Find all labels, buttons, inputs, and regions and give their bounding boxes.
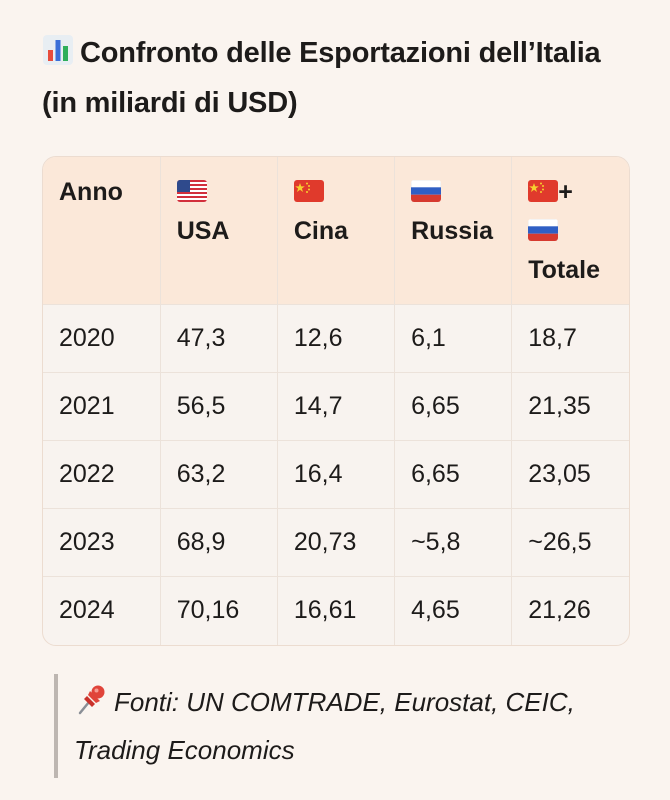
header-total: + Totale xyxy=(511,157,629,305)
sources-note: Fonti: UN COMTRADE, Eurostat, CEIC, Trad… xyxy=(54,673,614,778)
table-cell-china: 16,61 xyxy=(277,576,396,645)
china-flag-icon xyxy=(528,180,559,202)
sources-text: Fonti: UN COMTRADE, Eurostat, CEIC, Trad… xyxy=(74,686,575,765)
table-cell-usa: 63,2 xyxy=(160,440,278,509)
table-cell-usa: 70,16 xyxy=(160,576,278,645)
table-row: 2020 47,3 12,6 6,1 18,7 xyxy=(43,304,629,373)
bar-chart-icon xyxy=(43,35,73,65)
exports-table: Anno USA xyxy=(42,156,630,646)
pushpin-icon xyxy=(78,685,105,714)
plus-sign: + xyxy=(558,178,573,206)
table-cell-russia: 6,1 xyxy=(394,304,513,373)
header-year-label: Anno xyxy=(59,178,123,206)
china-flag-icon xyxy=(293,180,324,202)
page-title: Confronto delle Esportazioni dell’Italia… xyxy=(42,28,602,128)
header-total-label: Totale xyxy=(528,256,601,284)
header-china: Cina xyxy=(277,157,396,305)
russia-flag-icon xyxy=(528,219,559,241)
table-cell-total: 18,7 xyxy=(511,304,629,373)
table-cell-year: 2023 xyxy=(43,508,161,577)
header-russia: Russia xyxy=(394,157,513,305)
table-cell-year: 2024 xyxy=(43,576,161,645)
table-cell-total: 21,35 xyxy=(511,372,629,441)
table-cell-china: 12,6 xyxy=(277,304,396,373)
header-russia-label: Russia xyxy=(411,217,494,245)
header-usa: USA xyxy=(160,157,278,305)
table-cell-china: 14,7 xyxy=(277,372,396,441)
table-cell-china: 16,4 xyxy=(277,440,396,509)
table-cell-total: 23,05 xyxy=(511,440,629,509)
table-cell-china: 20,73 xyxy=(277,508,396,577)
header-usa-label: USA xyxy=(176,217,230,245)
table-header-row: Anno USA xyxy=(43,157,629,305)
table-cell-year: 2020 xyxy=(43,304,161,373)
header-year: Anno xyxy=(43,157,161,305)
us-flag-icon xyxy=(176,180,207,202)
table-cell-russia: 6,65 xyxy=(394,440,513,509)
table-cell-russia: 6,65 xyxy=(394,372,513,441)
table-cell-russia: ~5,8 xyxy=(394,508,513,577)
table-cell-year: 2021 xyxy=(43,372,161,441)
table-cell-year: 2022 xyxy=(43,440,161,509)
table-cell-usa: 47,3 xyxy=(160,304,278,373)
table-row: 2021 56,5 14,7 6,65 21,35 xyxy=(43,372,629,441)
header-china-label: Cina xyxy=(293,217,349,245)
page-title-text: Confronto delle Esportazioni dell’Italia… xyxy=(42,37,601,119)
table-row: 2022 63,2 16,4 6,65 23,05 xyxy=(43,440,629,509)
table-cell-usa: 56,5 xyxy=(160,372,278,441)
table-cell-russia: 4,65 xyxy=(394,576,513,645)
table-row: 2024 70,16 16,61 4,65 21,26 xyxy=(43,576,629,645)
table-cell-usa: 68,9 xyxy=(160,508,278,577)
table-cell-total: ~26,5 xyxy=(511,508,629,577)
russia-flag-icon xyxy=(411,180,442,202)
table-cell-total: 21,26 xyxy=(528,596,591,624)
table-row: 2023 68,9 20,73 ~5,8 ~26,5 xyxy=(43,508,629,577)
